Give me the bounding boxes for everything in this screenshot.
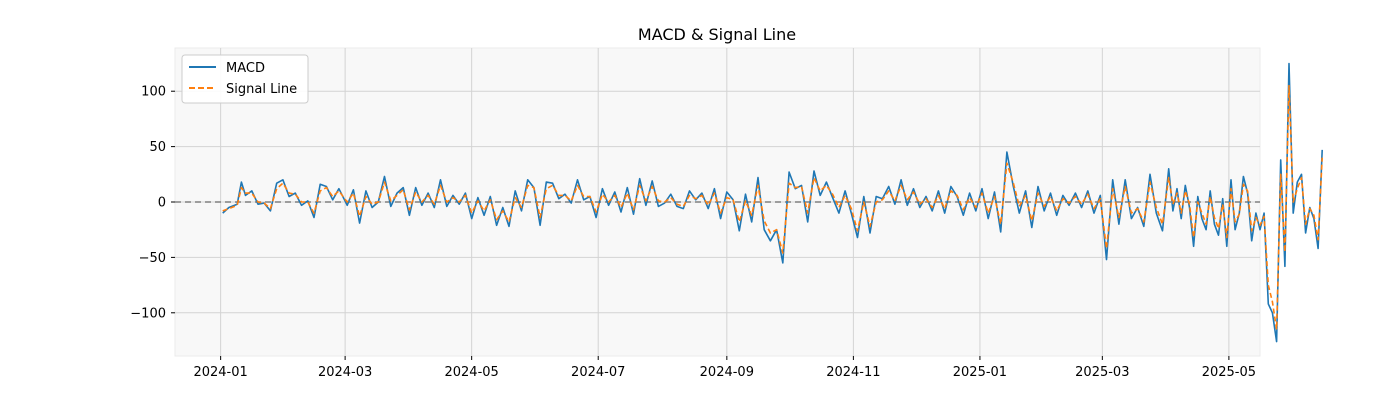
x-tick-label: 2024-01 (193, 365, 247, 380)
legend: MACD Signal Line (181, 54, 309, 104)
grid (175, 48, 1260, 356)
y-tick-label: −50 (139, 251, 166, 266)
x-tick-label: 2025-03 (1075, 365, 1129, 380)
series-group (222, 62, 1323, 343)
series-line-signal-line (222, 84, 1323, 331)
y-tick-label: 0 (158, 196, 166, 211)
y-tick-label: −100 (130, 306, 166, 321)
legend-label-signal: Signal Line (226, 82, 297, 97)
x-tick-label: 2024-09 (700, 365, 754, 380)
axes: 2024-01 2024-03 2024-05 2024-07 2024-09 2024-… (130, 85, 1256, 380)
y-tick-label: 100 (141, 85, 166, 100)
x-tick-label: 2024-07 (571, 365, 625, 380)
chart-title: MACD & Signal Line (638, 25, 796, 44)
x-tick-label: 2024-11 (826, 365, 880, 380)
x-tick-label: 2025-01 (953, 365, 1007, 380)
x-tick-label: 2025-05 (1202, 365, 1256, 380)
x-tick-label: 2024-05 (444, 365, 498, 380)
x-tick-label: 2024-03 (318, 365, 372, 380)
y-tick-label: 50 (149, 140, 166, 155)
legend-label-macd: MACD (226, 61, 265, 76)
